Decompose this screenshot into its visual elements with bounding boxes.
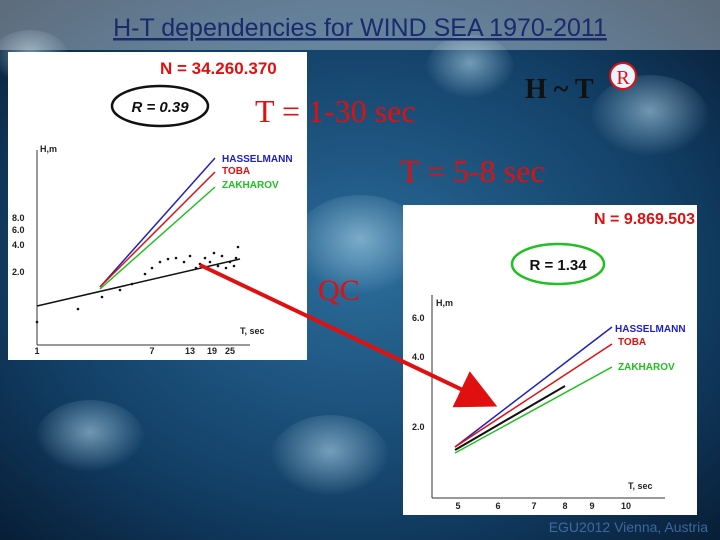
y-tick-label: 2.0 [412,422,425,432]
x-axis-label: T, sec [240,326,265,336]
y-axis-label: H,m [40,144,57,154]
model-lines [36,157,241,307]
period-qc: T = 5-8 sec [400,153,545,189]
x-tick-label: 10 [621,501,631,511]
x-tick-label: 19 [207,346,217,356]
qc-label: QC [318,274,360,307]
x-tick-label: 9 [589,501,594,511]
y-axis-label: H,m [436,298,453,308]
footer: EGU2012 Vienna, Austria [549,519,709,535]
n-label: N = 9.869.503 [594,211,695,228]
y-tick-label: 4.0 [12,240,25,250]
x-tick-label: 7 [531,501,536,511]
legend-entry: HASSELMANN [222,154,293,165]
period-all: T = 1-30 sec [255,93,416,129]
n-label: N = 34.260.370 [160,59,277,78]
legend-entry: TOBA [222,166,250,177]
legend-entry: HASSELMANN [615,324,686,335]
x-axis-label: T, sec [628,481,653,491]
y-tick-label: 8.0 [12,213,25,223]
r-label: R = 1.34 [529,257,587,274]
scatter-dots [35,245,240,324]
y-tick-label: 2.0 [12,267,25,277]
qc-arrow [199,263,498,408]
x-tick-label: 6 [495,501,500,511]
slide-title: H-T dependencies for WIND SEA 1970-2011 [113,14,607,42]
x-tick-label: 13 [185,346,195,356]
x-tick-label: 5 [455,501,460,511]
title-band [0,0,720,50]
y-tick-label: 4.0 [412,352,425,362]
y-tick-label: 6.0 [412,313,425,323]
x-tick-label: 25 [225,346,235,356]
x-tick-label: 1 [34,346,39,356]
formula-base: H ~ T [525,74,594,105]
r-ellipse [110,84,210,128]
legend-entry: TOBA [618,337,646,348]
model-lines [454,326,613,454]
x-tick-label: 8 [562,501,567,511]
x-tick-label: 7 [149,346,154,356]
legend-entry: ZAKHAROV [222,180,279,191]
r-label: R = 0.39 [131,99,189,116]
formula-exponent: R [616,67,630,89]
y-tick-label: 6.0 [12,225,25,235]
r-ellipse [510,242,606,286]
exponent-circle [609,62,637,90]
legend-entry: ZAKHAROV [618,362,675,373]
